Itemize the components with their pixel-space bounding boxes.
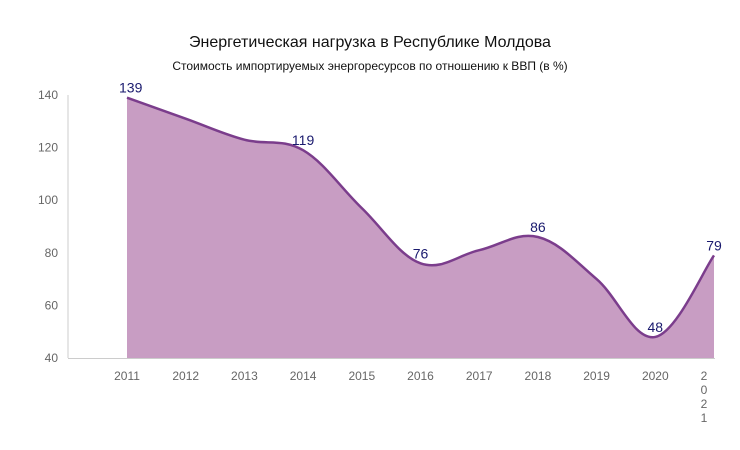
x-tick-label: 2014 bbox=[290, 369, 317, 383]
x-tick-label: 2011 bbox=[114, 369, 140, 383]
y-tick-label: 80 bbox=[45, 246, 59, 260]
x-tick-label: 2017 bbox=[466, 369, 493, 383]
x-tick-label: 2018 bbox=[525, 369, 552, 383]
series-line bbox=[126, 96, 716, 339]
series-area bbox=[126, 96, 716, 358]
data-label: 119 bbox=[292, 132, 315, 148]
data-label: 48 bbox=[648, 319, 664, 335]
y-tick-label: 120 bbox=[38, 141, 58, 155]
data-label: 86 bbox=[530, 219, 546, 235]
x-tick-label: 2016 bbox=[407, 369, 434, 383]
y-tick-label: 60 bbox=[45, 298, 59, 312]
x-tick-label: 2012 bbox=[172, 369, 199, 383]
y-tick-label: 140 bbox=[38, 88, 58, 102]
chart-subtitle: Стоимость импортируемых энергоресурсов п… bbox=[172, 59, 568, 73]
x-tick-label: 2015 bbox=[348, 369, 375, 383]
chart-title: Энергетическая нагрузка в Республике Мол… bbox=[189, 34, 551, 51]
x-tick-label: 2013 bbox=[231, 369, 258, 383]
data-label: 76 bbox=[413, 245, 429, 261]
data-label: 79 bbox=[706, 237, 722, 253]
area-fill bbox=[127, 97, 714, 358]
data-labels: 139 119 76 86 48 79 bbox=[119, 80, 722, 335]
x-tick-label: 2020 bbox=[642, 369, 669, 383]
y-axis: 40 60 80 100 120 140 bbox=[38, 88, 69, 365]
y-tick-label: 40 bbox=[45, 351, 59, 365]
x-tick-label: 2019 bbox=[583, 369, 610, 383]
y-tick-label: 100 bbox=[38, 193, 58, 207]
x-axis: 2011 2012 2013 2014 2015 2016 2017 2018 2019 2020… bbox=[68, 358, 715, 425]
data-label: 139 bbox=[119, 80, 143, 96]
